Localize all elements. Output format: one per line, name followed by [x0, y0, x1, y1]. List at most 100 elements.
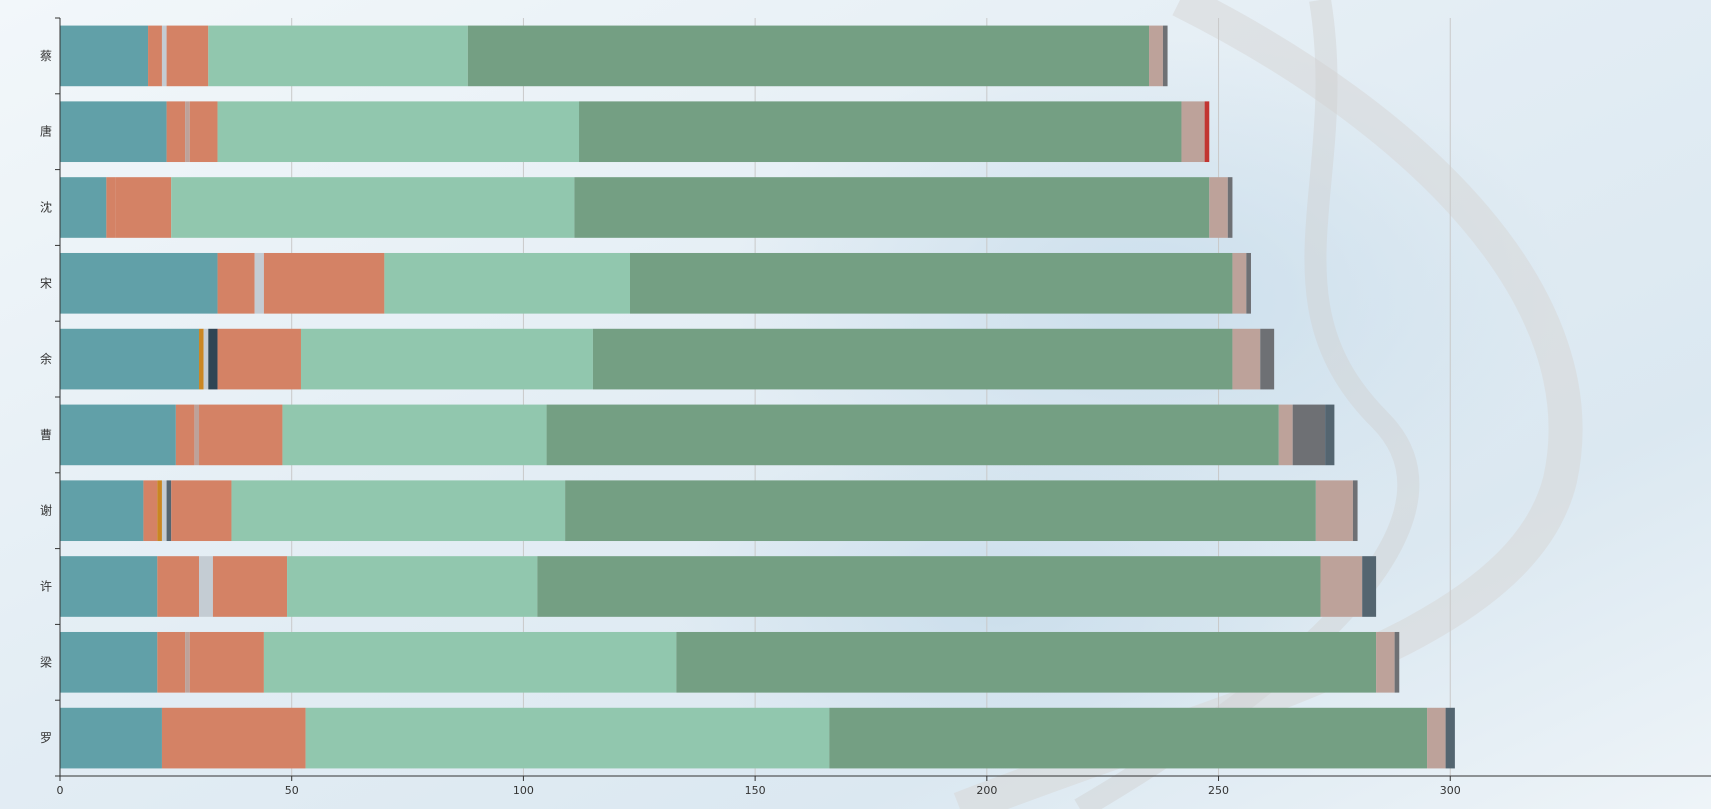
y-tick-label-余: 余 — [40, 351, 52, 366]
bar-segment-沈-9 — [574, 177, 1210, 238]
bar-segment-唐-11 — [1204, 101, 1210, 163]
bar-segment-曹-9 — [546, 404, 1279, 466]
x-tick-label-250: 250 — [1208, 784, 1229, 797]
bar-segment-谢-2 — [157, 480, 162, 542]
bar-segment-谢-10 — [1315, 480, 1353, 542]
bar-segment-罗-7 — [161, 707, 306, 769]
bar-segment-曹-7 — [199, 404, 283, 466]
bar-segment-谢-0 — [60, 480, 144, 542]
bar-segment-谢-1 — [143, 480, 158, 542]
y-tick-label-梁: 梁 — [40, 654, 52, 669]
bar-segment-许-1 — [157, 556, 200, 617]
bar-segment-唐-0 — [60, 101, 167, 163]
y-tick-label-许: 许 — [40, 580, 52, 594]
bar-segment-沈-0 — [60, 177, 107, 238]
bar-segment-梁-1 — [157, 631, 186, 693]
bar-segment-谢-12 — [1352, 480, 1358, 542]
bar-segment-谢-5 — [166, 480, 172, 542]
bar-segment-唐-7 — [189, 101, 218, 163]
bar-segment-蔡-8 — [208, 25, 468, 87]
y-tick-label-宋: 宋 — [40, 275, 52, 290]
bar-segment-宋-7 — [263, 252, 385, 314]
bar-segment-曹-12 — [1292, 404, 1326, 466]
bar-segment-谢-8 — [231, 480, 566, 542]
bar-segment-曹-10 — [1278, 404, 1293, 466]
bar-segment-余-6 — [208, 328, 218, 390]
bar-segment-梁-7 — [189, 631, 264, 693]
bar-segment-曹-1 — [175, 404, 195, 466]
bar-segment-曹-13 — [1325, 404, 1335, 466]
y-tick-label-谢: 谢 — [40, 503, 52, 518]
bar-segment-许-13 — [1362, 556, 1377, 617]
y-tick-label-蔡: 蔡 — [40, 49, 52, 63]
bar-segment-余-12 — [1260, 328, 1275, 390]
y-tick-label-曹: 曹 — [40, 428, 52, 442]
bar-segment-罗-10 — [1427, 707, 1446, 769]
bar-segment-余-8 — [300, 328, 593, 390]
bar-segment-梁-3 — [185, 631, 190, 693]
bar-segment-宋-0 — [60, 252, 218, 314]
bar-segment-蔡-1 — [148, 25, 162, 87]
bar-segment-许-0 — [60, 556, 158, 617]
bar-segment-宋-4 — [254, 252, 264, 314]
bar-series — [60, 25, 1455, 769]
bar-segment-许-9 — [537, 556, 1321, 617]
bar-segment-许-8 — [287, 556, 538, 617]
bar-segment-沈-10 — [1209, 177, 1228, 238]
bar-segment-蔡-9 — [467, 25, 1150, 87]
bar-segment-唐-1 — [166, 101, 186, 163]
bar-segment-沈-7 — [115, 177, 172, 238]
bar-segment-梁-12 — [1394, 631, 1400, 693]
bar-segment-余-2 — [199, 328, 204, 390]
bar-segment-余-9 — [592, 328, 1233, 390]
bar-segment-蔡-0 — [60, 25, 149, 87]
bar-segment-梁-10 — [1376, 631, 1395, 693]
y-tick-label-唐: 唐 — [40, 124, 52, 139]
bar-segment-罗-0 — [60, 707, 162, 769]
y-tick-label-沈: 沈 — [40, 200, 52, 215]
bar-segment-余-4 — [203, 328, 209, 390]
x-tick-label-300: 300 — [1440, 784, 1461, 797]
bar-segment-许-7 — [212, 556, 288, 617]
x-tick-label-100: 100 — [513, 784, 534, 797]
bar-segment-曹-8 — [282, 404, 547, 466]
bar-segment-蔡-4 — [161, 25, 167, 87]
bar-segment-罗-8 — [305, 707, 830, 769]
bar-segment-唐-10 — [1181, 101, 1205, 163]
bar-segment-谢-7 — [171, 480, 232, 542]
bar-segment-许-10 — [1320, 556, 1363, 617]
bar-segment-唐-3 — [185, 101, 190, 163]
bar-segment-唐-9 — [579, 101, 1182, 163]
bar-segment-谢-9 — [565, 480, 1316, 542]
bar-segment-曹-3 — [194, 404, 200, 466]
bar-segment-宋-10 — [1232, 252, 1247, 314]
bar-segment-宋-8 — [384, 252, 630, 314]
bar-segment-蔡-10 — [1149, 25, 1163, 87]
bar-segment-宋-1 — [217, 252, 255, 314]
bar-segment-宋-9 — [630, 252, 1233, 314]
bar-segment-许-4 — [199, 556, 213, 617]
axes: 罗 梁 许 谢 曹 余 宋 沈 唐 蔡 0 50 100 150 200 250 300 — [40, 17, 1711, 797]
bar-segment-梁-9 — [676, 631, 1377, 693]
bar-segment-梁-0 — [60, 631, 158, 693]
bar-segment-蔡-12 — [1162, 25, 1168, 87]
bar-segment-谢-4 — [161, 480, 167, 542]
bar-segment-余-10 — [1232, 328, 1261, 390]
bar-segment-罗-13 — [1445, 707, 1455, 769]
y-tick-label-罗: 罗 — [40, 731, 52, 745]
bar-segment-曹-0 — [60, 404, 176, 466]
bar-segment-宋-12 — [1246, 252, 1251, 314]
x-tick-label-200: 200 — [976, 784, 997, 797]
bar-segment-余-0 — [60, 328, 200, 390]
bar-segment-唐-8 — [217, 101, 580, 163]
bar-segment-沈-12 — [1227, 177, 1233, 238]
bar-segment-梁-8 — [263, 631, 677, 693]
bar-segment-余-7 — [217, 328, 301, 390]
bar-segment-罗-9 — [829, 707, 1428, 769]
bar-segment-沈-8 — [171, 177, 575, 238]
x-tick-label-50: 50 — [285, 784, 299, 797]
bar-segment-沈-1 — [106, 177, 116, 238]
x-tick-label-150: 150 — [745, 784, 766, 797]
